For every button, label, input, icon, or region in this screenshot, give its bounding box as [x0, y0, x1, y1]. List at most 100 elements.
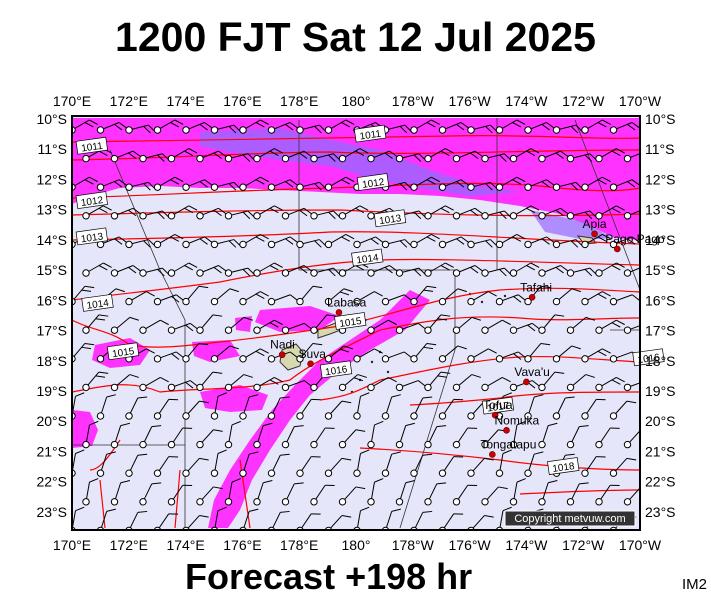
barb-feather [249, 394, 259, 398]
barb-station [438, 412, 447, 420]
barb-station [581, 297, 589, 306]
barb-feather [242, 154, 251, 162]
barb-station [210, 240, 219, 249]
wind-barb [296, 398, 321, 420]
wind-barb [467, 181, 498, 191]
barb-feather [188, 205, 198, 211]
isobar-label-box [334, 312, 367, 330]
wind-barb [538, 314, 565, 334]
barb-feather [616, 319, 625, 326]
barb-feather [151, 482, 162, 485]
barb-feather [198, 342, 209, 346]
barb-station [296, 297, 304, 306]
barb-station [296, 355, 304, 363]
barb-feather [460, 179, 469, 186]
barb-station [367, 269, 375, 277]
barb-feather [426, 342, 437, 346]
place-marker: Tofua [483, 398, 513, 419]
barb-feather [243, 374, 253, 378]
barb-feather [106, 394, 116, 398]
wind-barb [481, 267, 512, 277]
wind-barb [438, 513, 464, 530]
barb-feather [453, 398, 464, 401]
barb-feather [228, 126, 237, 134]
barb-feather [171, 353, 180, 360]
barb-station [467, 126, 475, 134]
wind-barb [581, 398, 606, 420]
barb-station [581, 355, 589, 363]
barb-station [538, 498, 546, 506]
barb-feather [546, 236, 555, 243]
barb-feather [89, 478, 99, 483]
barb-station [395, 326, 404, 334]
barb-feather [269, 322, 279, 328]
barb-feather [405, 422, 415, 427]
isobar-label: 1011 [353, 124, 387, 143]
wind-barb [524, 451, 544, 477]
barb-station [125, 469, 133, 477]
wind-barb [495, 176, 526, 191]
barb-feather [137, 453, 148, 456]
wind-barb [623, 265, 640, 277]
barb-station [410, 412, 418, 420]
wind-barb [424, 371, 451, 392]
lat-label: 19°S [645, 383, 676, 399]
wind-barb [452, 427, 478, 449]
barb-feather [513, 353, 522, 360]
barb-feather [437, 318, 448, 321]
barb-station [310, 212, 318, 220]
barb-station [182, 469, 190, 477]
wind-barb [125, 510, 148, 530]
barb-feather [328, 211, 336, 220]
wind-barb [196, 314, 223, 334]
barb-station [595, 440, 603, 449]
wind-barb [438, 398, 464, 420]
barb-station [196, 326, 204, 334]
barb-feather [289, 122, 298, 129]
barb-feather [303, 322, 313, 330]
barb-station [410, 526, 418, 530]
barb-station [353, 469, 361, 477]
barb-feather [188, 262, 198, 268]
barb-feather [422, 396, 433, 399]
wind-barb [296, 181, 327, 191]
barb-feather [445, 205, 454, 211]
barb-feather [185, 381, 194, 389]
barb-station [395, 440, 404, 449]
wind-barb [395, 322, 427, 334]
wind-barb [324, 288, 353, 306]
wind-barb [210, 288, 239, 306]
barb-feather [212, 314, 223, 317]
wind-barb [82, 371, 109, 392]
barb-feather [611, 379, 621, 385]
city-dot [489, 451, 496, 458]
barb-feather [597, 350, 607, 357]
barb-feather [467, 484, 478, 487]
barb-station [239, 469, 247, 477]
barb-station [467, 240, 475, 249]
barb-station [524, 183, 532, 191]
barb-station [153, 469, 162, 477]
barb-feather [325, 484, 335, 487]
barb-feather [269, 265, 279, 271]
barb-station [82, 269, 90, 277]
barb-station [609, 183, 618, 191]
barb-station [595, 212, 603, 220]
wind-barb [367, 376, 397, 392]
wind-barb [182, 179, 213, 191]
barb-station [552, 183, 561, 191]
wind-barb [524, 394, 544, 420]
barb-station [438, 183, 447, 191]
barb-feather [243, 316, 253, 321]
place-marker: Suva [299, 347, 326, 368]
barb-feather [384, 266, 393, 274]
barb-feather [341, 122, 351, 128]
isobar-label: 1016 [319, 360, 353, 378]
barb-feather [314, 126, 322, 134]
lat-label: 22°S [36, 474, 67, 490]
barb-feather [353, 377, 364, 382]
lon-label: 178°E [280, 537, 318, 553]
wind-barb [566, 482, 589, 506]
wind-barb [495, 233, 526, 249]
barb-feather [584, 154, 593, 162]
